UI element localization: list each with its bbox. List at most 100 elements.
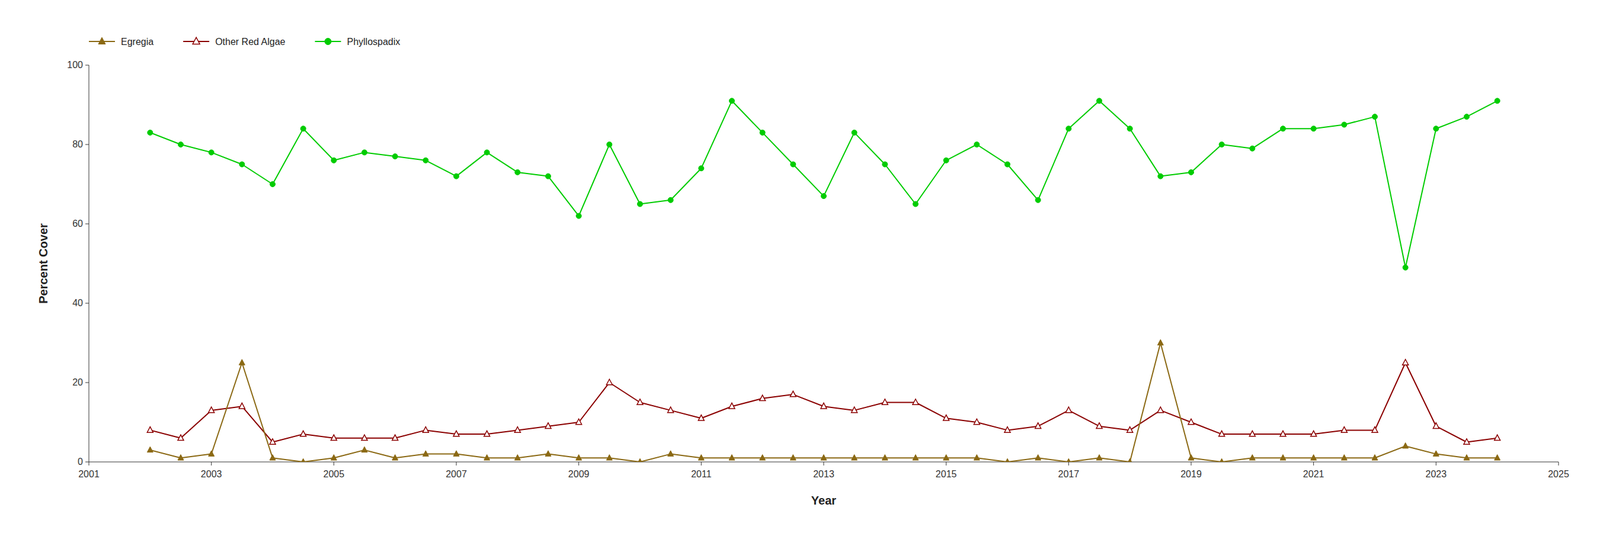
- point: [851, 407, 858, 414]
- x-tick: [701, 462, 702, 466]
- point: [943, 455, 950, 462]
- point: [362, 149, 368, 156]
- point: [728, 402, 735, 409]
- x-tick-label: 2019: [1180, 469, 1202, 480]
- point: [300, 458, 307, 463]
- x-tick: [945, 462, 947, 466]
- point: [453, 430, 460, 437]
- point: [729, 98, 735, 104]
- x-tick: [456, 462, 457, 466]
- point: [667, 450, 674, 457]
- point: [177, 455, 184, 462]
- point: [1065, 407, 1072, 414]
- x-tick-label: 2017: [1058, 469, 1080, 480]
- point: [1310, 455, 1317, 462]
- point: [820, 402, 827, 409]
- point: [881, 455, 888, 462]
- point: [1464, 114, 1470, 120]
- point: [943, 415, 950, 422]
- point: [851, 129, 857, 136]
- point: [300, 126, 306, 132]
- point: [1433, 126, 1439, 132]
- x-tick: [1068, 462, 1070, 466]
- point: [1249, 430, 1256, 437]
- point: [1494, 98, 1500, 104]
- y-tick: [85, 382, 89, 384]
- point: [545, 450, 552, 457]
- point: [698, 415, 704, 422]
- point: [1341, 122, 1347, 128]
- axes: 2001200320052007200920112013201520172019…: [66, 59, 1570, 480]
- x-tick: [333, 462, 335, 466]
- point: [238, 359, 245, 366]
- point: [820, 455, 827, 462]
- x-tick: [578, 462, 579, 466]
- y-tick: [85, 224, 89, 225]
- point: [881, 399, 888, 406]
- x-tick-label: 2011: [690, 469, 712, 480]
- point: [1432, 450, 1439, 457]
- point: [208, 407, 215, 414]
- point: [606, 455, 613, 462]
- point: [943, 157, 949, 163]
- point: [1371, 427, 1378, 434]
- point: [1096, 423, 1103, 430]
- point: [453, 173, 460, 179]
- x-tick-label: 2013: [813, 469, 835, 480]
- point: [514, 455, 521, 462]
- point: [146, 446, 153, 453]
- point: [300, 430, 307, 437]
- x-tick: [1313, 462, 1314, 466]
- point: [269, 455, 276, 462]
- x-tick-label: 2005: [323, 469, 345, 480]
- point: [1157, 339, 1164, 346]
- y-tick: [85, 65, 89, 66]
- point: [1280, 126, 1286, 132]
- legend-marker: [98, 37, 106, 44]
- legend-item: Egregia: [88, 36, 154, 47]
- point: [422, 450, 429, 457]
- point: [667, 197, 674, 203]
- x-axis-label: Year: [811, 494, 837, 508]
- point: [392, 455, 399, 462]
- x-tick-label: 2001: [78, 469, 100, 480]
- point: [1371, 455, 1378, 462]
- legend-label: Other Red Algae: [215, 36, 286, 47]
- x-tick: [210, 462, 212, 466]
- y-tick-label: 0: [77, 456, 83, 467]
- point: [1432, 423, 1439, 430]
- x-tick-label: 2003: [200, 469, 223, 480]
- point: [1127, 427, 1134, 434]
- point: [1463, 455, 1470, 462]
- x-tick-label: 2025: [1547, 469, 1570, 480]
- point: [759, 395, 766, 402]
- point: [1402, 264, 1408, 271]
- point: [146, 427, 153, 434]
- point: [1249, 455, 1256, 462]
- y-tick: [85, 462, 89, 463]
- point: [177, 434, 184, 441]
- point: [576, 418, 582, 425]
- point: [1249, 145, 1256, 152]
- y-tick: [85, 303, 89, 304]
- point: [392, 434, 399, 441]
- point: [1004, 458, 1011, 463]
- point: [1218, 430, 1225, 437]
- point: [453, 450, 460, 457]
- point: [1494, 455, 1501, 462]
- plot-data: [146, 98, 1500, 463]
- point: [1341, 455, 1347, 462]
- series-line: [149, 363, 1497, 443]
- point: [1035, 197, 1041, 203]
- point: [1494, 434, 1501, 441]
- point: [484, 430, 491, 437]
- point: [913, 201, 919, 207]
- point: [1218, 142, 1225, 148]
- x-tick: [1191, 462, 1192, 466]
- chart: 2001200320052007200920112013201520172019…: [0, 0, 1600, 533]
- legend-marker: [324, 38, 332, 46]
- y-axis-label: Percent Cover: [36, 223, 50, 304]
- point: [1188, 418, 1195, 425]
- legend-marker: [192, 37, 200, 44]
- point: [270, 181, 276, 188]
